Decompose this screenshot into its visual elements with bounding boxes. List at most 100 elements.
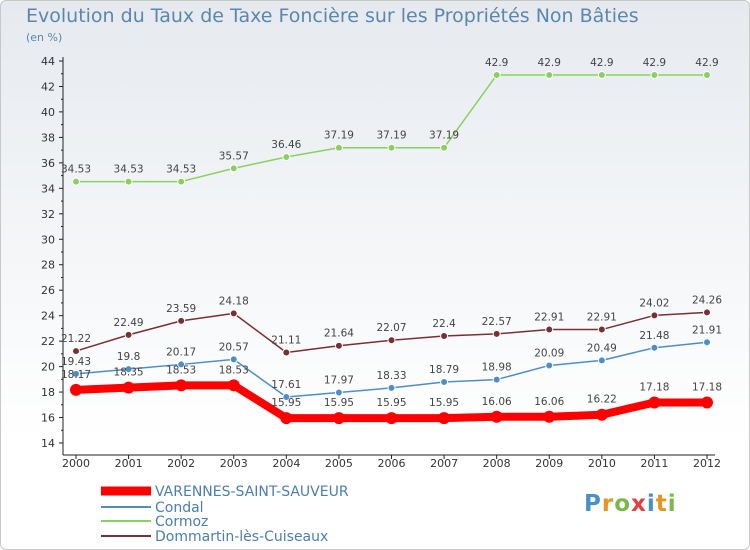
data-label: 15.95 xyxy=(429,397,459,409)
data-point xyxy=(387,336,396,345)
legend-label: Condal xyxy=(155,500,204,516)
data-point xyxy=(438,412,451,425)
data-label: 18.33 xyxy=(376,370,406,382)
x-tick-label: 2001 xyxy=(115,457,143,470)
data-label: 21.22 xyxy=(61,333,91,345)
data-label: 23.59 xyxy=(166,303,196,315)
data-point xyxy=(597,325,606,334)
data-point xyxy=(280,412,293,425)
y-tick-label: 36 xyxy=(41,157,55,170)
data-label: 42.9 xyxy=(538,57,561,69)
data-point xyxy=(545,325,554,334)
x-tick-label: 2010 xyxy=(588,457,616,470)
data-label: 21.48 xyxy=(639,330,669,342)
y-tick-label: 26 xyxy=(41,284,55,297)
data-label: 18.98 xyxy=(482,362,512,374)
x-tick-label: 2000 xyxy=(62,457,90,470)
data-label: 34.53 xyxy=(61,164,91,176)
data-label: 42.9 xyxy=(590,57,613,69)
y-tick-label: 34 xyxy=(41,182,55,195)
data-label: 15.95 xyxy=(376,397,406,409)
data-label: 34.53 xyxy=(166,164,196,176)
data-label: 18.17 xyxy=(61,369,91,381)
data-point xyxy=(282,348,291,357)
proxiti-logo: Proxiti xyxy=(584,491,677,517)
data-point xyxy=(124,330,133,339)
data-label: 20.17 xyxy=(166,346,196,358)
data-point xyxy=(229,164,238,173)
data-point xyxy=(124,365,133,374)
data-point xyxy=(440,143,449,152)
x-tick-label: 2008 xyxy=(483,457,511,470)
y-tick-label: 38 xyxy=(41,131,55,144)
data-point xyxy=(282,393,291,402)
data-point xyxy=(545,361,554,370)
x-tick-label: 2003 xyxy=(220,457,248,470)
data-point xyxy=(124,177,133,186)
y-tick-label: 18 xyxy=(41,386,55,399)
data-label: 17.97 xyxy=(324,374,354,386)
data-point xyxy=(650,343,659,352)
data-label: 37.19 xyxy=(324,130,354,142)
unit-label: (en %) xyxy=(26,31,63,44)
data-label: 34.53 xyxy=(114,164,144,176)
data-point xyxy=(334,143,343,152)
data-point xyxy=(650,71,659,80)
data-label: 21.91 xyxy=(692,324,722,336)
data-label: 36.46 xyxy=(271,139,301,151)
y-tick-label: 20 xyxy=(41,361,55,374)
data-label: 24.26 xyxy=(692,294,722,306)
data-label: 20.49 xyxy=(587,342,617,354)
data-point xyxy=(703,71,711,80)
y-tick-label: 24 xyxy=(41,310,55,323)
data-label: 24.18 xyxy=(219,295,249,307)
y-tick-label: 44 xyxy=(41,55,55,68)
data-label: 17.61 xyxy=(271,379,301,391)
data-label: 17.18 xyxy=(639,382,669,394)
y-tick-label: 40 xyxy=(41,106,55,119)
y-tick-label: 30 xyxy=(41,233,55,246)
data-label: 21.64 xyxy=(324,328,354,340)
data-label: 22.91 xyxy=(534,312,564,324)
data-label: 17.18 xyxy=(692,382,722,394)
data-label: 15.95 xyxy=(271,397,301,409)
data-point xyxy=(440,332,449,341)
data-label: 24.02 xyxy=(639,297,669,309)
data-label: 42.9 xyxy=(695,57,718,69)
data-label: 15.95 xyxy=(324,397,354,409)
x-tick-label: 2004 xyxy=(272,457,300,470)
data-label: 22.49 xyxy=(114,317,144,329)
data-point xyxy=(122,381,135,394)
legend-label: VARENNES-SAINT-SAUVEUR xyxy=(155,484,349,500)
data-label: 22.91 xyxy=(587,312,617,324)
data-label: 22.4 xyxy=(432,318,456,330)
data-point xyxy=(492,329,501,338)
x-tick-label: 2011 xyxy=(640,457,668,470)
data-point xyxy=(72,369,80,378)
data-label: 16.06 xyxy=(482,396,512,408)
x-tick-label: 2005 xyxy=(325,457,353,470)
y-tick-label: 22 xyxy=(41,335,55,348)
data-point xyxy=(387,383,396,392)
data-label: 19.8 xyxy=(117,351,140,363)
data-label: 18.53 xyxy=(219,364,249,376)
data-label: 42.9 xyxy=(485,57,508,69)
data-point xyxy=(332,412,345,425)
data-point xyxy=(177,316,186,325)
data-point xyxy=(177,177,186,186)
data-label: 18.35 xyxy=(114,367,144,379)
data-point xyxy=(229,355,238,364)
data-point xyxy=(229,309,238,318)
data-point xyxy=(282,153,291,162)
data-label: 18.79 xyxy=(429,364,459,376)
data-point xyxy=(492,71,501,80)
data-label: 16.06 xyxy=(534,396,564,408)
x-tick-label: 2012 xyxy=(693,457,721,470)
data-point xyxy=(597,71,606,80)
data-label: 18.53 xyxy=(166,364,196,376)
data-point xyxy=(72,177,80,186)
data-label: 37.19 xyxy=(376,130,406,142)
data-point xyxy=(597,356,606,365)
